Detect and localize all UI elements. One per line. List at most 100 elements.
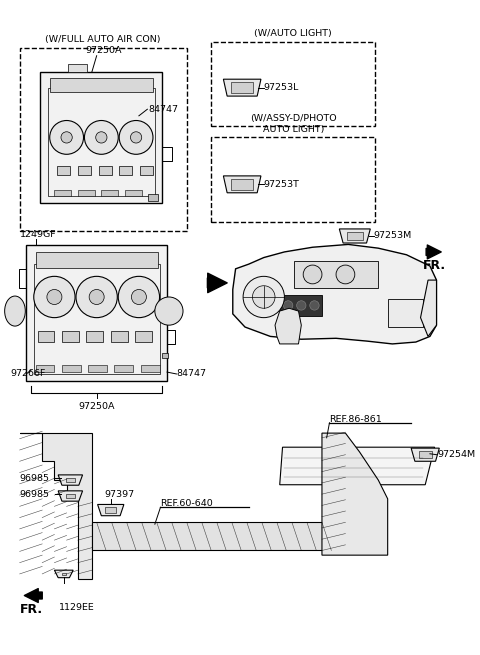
Bar [115, 365, 133, 372]
Text: 97253M: 97253M [373, 231, 412, 240]
Text: 97266F: 97266F [10, 369, 46, 379]
Text: 1249GF: 1249GF [20, 230, 56, 239]
Circle shape [89, 290, 104, 305]
Bar [111, 331, 128, 342]
Text: REF.60-640: REF.60-640 [160, 499, 213, 508]
Bar [98, 166, 112, 175]
Text: REF.86-861: REF.86-861 [329, 415, 382, 424]
Circle shape [131, 132, 142, 143]
Polygon shape [223, 176, 261, 193]
Polygon shape [233, 244, 436, 344]
Bar [231, 82, 253, 93]
Bar [34, 264, 159, 374]
Bar [50, 78, 153, 92]
Bar [148, 194, 157, 201]
Bar [40, 71, 162, 203]
Circle shape [119, 121, 153, 155]
Bar [20, 48, 187, 231]
Bar [105, 507, 116, 513]
Circle shape [243, 276, 285, 318]
Text: (W/FULL AUTO AIR CON): (W/FULL AUTO AIR CON) [46, 35, 161, 45]
Circle shape [47, 290, 62, 305]
Circle shape [118, 276, 159, 318]
Bar [141, 365, 159, 372]
Bar [62, 573, 66, 575]
Bar [48, 88, 155, 196]
Circle shape [252, 286, 275, 309]
Circle shape [50, 121, 84, 155]
Circle shape [310, 301, 319, 310]
Bar [88, 365, 107, 372]
Polygon shape [58, 475, 83, 485]
Polygon shape [97, 504, 124, 515]
Text: 97253L: 97253L [264, 83, 299, 92]
Bar [347, 232, 363, 240]
Bar [37, 331, 54, 342]
Bar [419, 451, 432, 458]
Circle shape [61, 132, 72, 143]
Text: 97250A: 97250A [85, 46, 121, 55]
Bar [294, 261, 378, 288]
Bar [162, 353, 168, 358]
Bar [211, 138, 375, 222]
Ellipse shape [5, 296, 25, 326]
Polygon shape [280, 447, 434, 485]
Polygon shape [223, 79, 261, 96]
Text: 1129EE: 1129EE [59, 603, 95, 612]
Polygon shape [20, 433, 92, 578]
Circle shape [303, 265, 322, 284]
Polygon shape [339, 229, 370, 243]
Polygon shape [58, 491, 83, 501]
Bar [388, 299, 423, 327]
Polygon shape [54, 570, 73, 578]
Bar [125, 190, 142, 196]
Bar [57, 166, 71, 175]
Text: 84747: 84747 [148, 105, 178, 114]
Bar [86, 331, 103, 342]
Text: 97254M: 97254M [437, 450, 476, 459]
Circle shape [284, 301, 293, 310]
Bar [119, 166, 132, 175]
Bar [69, 64, 87, 71]
Bar [101, 190, 118, 196]
Circle shape [336, 265, 355, 284]
Circle shape [297, 301, 306, 310]
Bar [140, 166, 153, 175]
Text: 97397: 97397 [104, 490, 134, 499]
Bar [211, 42, 375, 126]
Bar [66, 494, 75, 498]
Bar [66, 477, 75, 482]
Bar [36, 252, 157, 268]
Polygon shape [275, 309, 301, 344]
Circle shape [96, 132, 107, 143]
Text: 97253T: 97253T [264, 180, 300, 189]
Bar [54, 190, 72, 196]
Circle shape [76, 276, 117, 318]
FancyArrowPatch shape [207, 273, 227, 293]
Bar [280, 295, 322, 316]
Text: (W/AUTO LIGHT): (W/AUTO LIGHT) [254, 29, 332, 38]
FancyArrowPatch shape [24, 589, 42, 603]
Circle shape [155, 297, 183, 325]
Circle shape [84, 121, 118, 155]
Circle shape [132, 290, 146, 305]
Text: 96985: 96985 [20, 490, 49, 498]
Polygon shape [322, 433, 388, 555]
FancyArrowPatch shape [426, 245, 441, 259]
Polygon shape [92, 522, 327, 550]
Circle shape [34, 276, 75, 318]
Polygon shape [411, 448, 439, 461]
Bar [78, 190, 95, 196]
Bar [26, 246, 167, 381]
Bar [135, 331, 152, 342]
Text: FR.: FR. [20, 603, 43, 616]
Bar [62, 365, 81, 372]
Bar [62, 331, 79, 342]
Text: FR.: FR. [423, 259, 446, 272]
Text: 96985: 96985 [20, 474, 49, 483]
Text: 84747: 84747 [177, 369, 206, 379]
Bar [78, 166, 91, 175]
Text: (W/ASSY-D/PHOTO
AUTO LIGHT): (W/ASSY-D/PHOTO AUTO LIGHT) [250, 113, 336, 134]
Bar [36, 365, 54, 372]
Bar [231, 179, 253, 190]
